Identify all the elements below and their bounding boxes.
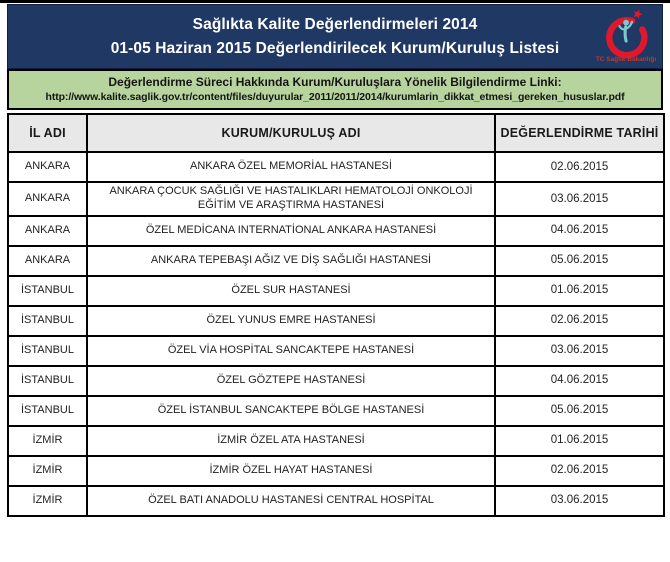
column-header-date: DEĞERLENDİRME TARİHİ xyxy=(494,113,665,153)
column-header-city: İL ADI xyxy=(7,113,88,153)
table-body: ANKARA ANKARA ÖZEL MEMORİAL HASTANESİ 02… xyxy=(7,151,665,517)
date-cell: 03.06.2015 xyxy=(494,484,665,517)
table-row: İSTANBUL ÖZEL SUR HASTANESİ 01.06.2015 xyxy=(7,274,665,307)
logo-caption: TC Sağlık Bakanlığı xyxy=(595,56,657,63)
institution-cell: İZMİR ÖZEL HAYAT HASTANESİ xyxy=(86,454,496,487)
table-header-row: İL ADI KURUM/KURULUŞ ADI DEĞERLENDİRME T… xyxy=(7,113,665,153)
table-row: ANKARA ANKARA ÇOCUK SAĞLIĞI VE HASTALIKL… xyxy=(7,181,665,217)
table-row: ANKARA ANKARA TEPEBAŞI AĞIZ VE DİŞ SAĞLI… xyxy=(7,244,665,277)
saglik-bakanligi-logo: TC Sağlık Bakanlığı xyxy=(595,6,657,63)
institution-cell: ÖZEL SUR HASTANESİ xyxy=(86,274,496,307)
info-banner-title: Değerlendirme Süreci Hakkında Kurum/Kuru… xyxy=(108,75,562,89)
institution-cell: ÖZEL GÖZTEPE HASTANESİ xyxy=(86,364,496,397)
city-cell: ANKARA xyxy=(7,244,88,277)
info-banner-url-link[interactable]: http://www.kalite.saglik.gov.tr/content/… xyxy=(45,91,625,103)
table-row: ANKARA ANKARA ÖZEL MEMORİAL HASTANESİ 02… xyxy=(7,151,665,183)
evaluation-table: İL ADI KURUM/KURULUŞ ADI DEĞERLENDİRME T… xyxy=(7,113,665,517)
institution-cell: ANKARA ÖZEL MEMORİAL HASTANESİ xyxy=(86,151,496,183)
institution-cell: ÖZEL YUNUS EMRE HASTANESİ xyxy=(86,304,496,337)
star-icon xyxy=(632,9,643,20)
date-cell: 03.06.2015 xyxy=(494,181,665,217)
institution-cell: ANKARA TEPEBAŞI AĞIZ VE DİŞ SAĞLIĞI HAST… xyxy=(86,244,496,277)
date-cell: 02.06.2015 xyxy=(494,454,665,487)
date-cell: 01.06.2015 xyxy=(494,274,665,307)
city-cell: İSTANBUL xyxy=(7,334,88,367)
table-row: İZMİR ÖZEL BATI ANADOLU HASTANESİ CENTRA… xyxy=(7,484,665,517)
table-row: İSTANBUL ÖZEL YUNUS EMRE HASTANESİ 02.06… xyxy=(7,304,665,337)
institution-cell: ÖZEL BATI ANADOLU HASTANESİ CENTRAL HOSP… xyxy=(86,484,496,517)
city-cell: ANKARA xyxy=(7,214,88,247)
crescent-icon xyxy=(605,17,647,59)
info-banner: Değerlendirme Süreci Hakkında Kurum/Kuru… xyxy=(7,69,663,110)
table-row: ANKARA ÖZEL MEDİCANA INTERNATİONAL ANKAR… xyxy=(7,214,665,247)
date-cell: 04.06.2015 xyxy=(494,364,665,397)
date-cell: 04.06.2015 xyxy=(494,214,665,247)
table-row: İSTANBUL ÖZEL VİA HOSPİTAL SANCAKTEPE HA… xyxy=(7,334,665,367)
top-rule xyxy=(0,0,670,3)
city-cell: İZMİR xyxy=(7,424,88,457)
institution-cell: İZMİR ÖZEL ATA HASTANESİ xyxy=(86,424,496,457)
table-row: İZMİR İZMİR ÖZEL HAYAT HASTANESİ 02.06.2… xyxy=(7,454,665,487)
table-row: İZMİR İZMİR ÖZEL ATA HASTANESİ 01.06.201… xyxy=(7,424,665,457)
institution-cell: ANKARA ÇOCUK SAĞLIĞI VE HASTALIKLARI HEM… xyxy=(86,181,496,217)
city-cell: İSTANBUL xyxy=(7,304,88,337)
city-cell: ANKARA xyxy=(7,181,88,217)
institution-cell: ÖZEL VİA HOSPİTAL SANCAKTEPE HASTANESİ xyxy=(86,334,496,367)
health-ministry-crescent-icon xyxy=(605,9,647,59)
page-title-line1: Sağlıkta Kalite Değerlendirmeleri 2014 xyxy=(192,16,478,34)
column-header-institution: KURUM/KURULUŞ ADI xyxy=(86,113,496,153)
institution-cell: ÖZEL İSTANBUL SANCAKTEPE BÖLGE HASTANESİ xyxy=(86,394,496,427)
date-cell: 03.06.2015 xyxy=(494,334,665,367)
city-cell: İSTANBUL xyxy=(7,274,88,307)
page-title-line2: 01-05 Haziran 2015 Değerlendirilecek Kur… xyxy=(110,39,560,57)
date-cell: 02.06.2015 xyxy=(494,304,665,337)
date-cell: 05.06.2015 xyxy=(494,244,665,277)
city-cell: İSTANBUL xyxy=(7,364,88,397)
city-cell: ANKARA xyxy=(7,151,88,183)
table-row: İSTANBUL ÖZEL İSTANBUL SANCAKTEPE BÖLGE … xyxy=(7,394,665,427)
date-cell: 02.06.2015 xyxy=(494,151,665,183)
header-banner: Sağlıkta Kalite Değerlendirmeleri 2014 0… xyxy=(7,4,663,69)
city-cell: İZMİR xyxy=(7,454,88,487)
human-figure-icon xyxy=(617,19,633,43)
date-cell: 01.06.2015 xyxy=(494,424,665,457)
institution-cell: ÖZEL MEDİCANA INTERNATİONAL ANKARA HASTA… xyxy=(86,214,496,247)
city-cell: İSTANBUL xyxy=(7,394,88,427)
table-row: İSTANBUL ÖZEL GÖZTEPE HASTANESİ 04.06.20… xyxy=(7,364,665,397)
city-cell: İZMİR xyxy=(7,484,88,517)
date-cell: 05.06.2015 xyxy=(494,394,665,427)
